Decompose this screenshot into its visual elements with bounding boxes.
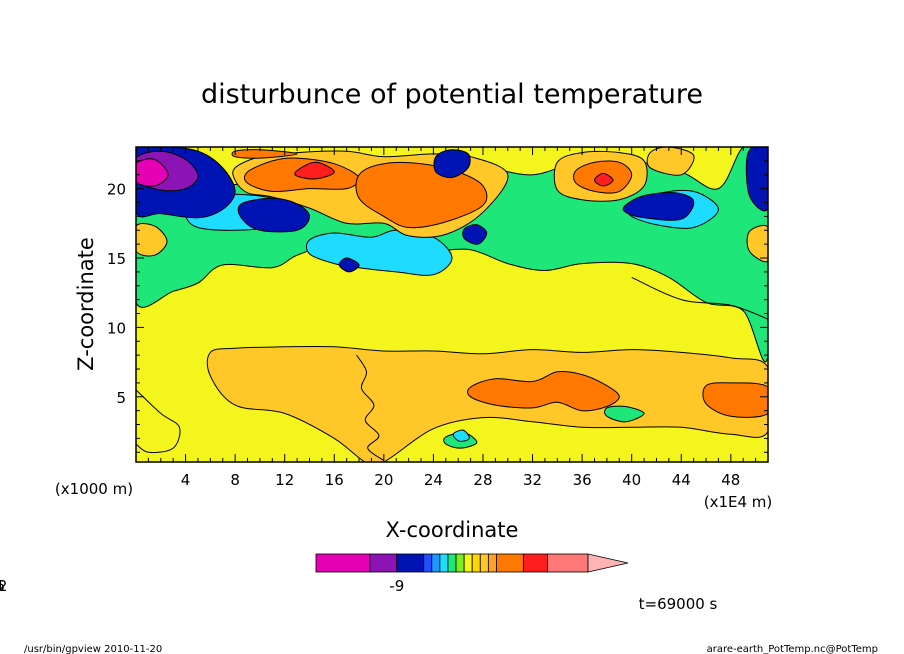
colorbar-segment [547, 553, 589, 573]
time-label: t=69000 s [639, 595, 718, 613]
colorbar-label: -2 [0, 577, 7, 595]
x-unit-note: (x1E4 m) [704, 493, 773, 511]
contour-region-orange-0 [206, 345, 768, 462]
colorbar-segment [396, 553, 425, 573]
x-tick-label: 40 [622, 471, 641, 489]
x-tick-label: 16 [325, 471, 344, 489]
contour-region-dorange-2 [702, 382, 768, 418]
x-tick-label: 20 [374, 471, 393, 489]
x-tick-label: 32 [523, 471, 542, 489]
contour-region-blue-17 [745, 147, 768, 212]
x-tick-label: 36 [573, 471, 592, 489]
colorbar-segment [431, 553, 441, 573]
contour-region-red-10 [294, 161, 335, 180]
x-tick-label: 4 [181, 471, 191, 489]
contour-region-orange-23 [746, 225, 768, 263]
contour-line-2 [356, 354, 385, 462]
colorbar-segment [447, 553, 457, 573]
colorbar: -9 -216 [0, 553, 629, 595]
x-tick-label: 24 [424, 471, 443, 489]
colorbar-segment [487, 553, 497, 573]
contour-region-orange-22 [136, 223, 168, 257]
colorbar-segment [315, 553, 371, 573]
contour-region-lgreen-27 [604, 405, 645, 423]
colorbar-segment [463, 553, 473, 573]
contour-region-magenta-13 [136, 158, 169, 187]
x-tick-label: 12 [275, 471, 294, 489]
plot-area [136, 147, 768, 462]
y-tick-label: 5 [116, 389, 126, 407]
contour-region-orange-26 [646, 147, 695, 176]
plot-frame [135, 146, 769, 463]
y-axis-label: Z-coordinate [74, 237, 98, 371]
colorbar-segment [423, 553, 433, 573]
contour-region-red-21 [593, 172, 614, 187]
contour-region-blue-18 [462, 224, 488, 245]
colorbar-segment [522, 553, 549, 573]
contour-regions [136, 147, 768, 462]
chart-title: disturbunce of potential temperature [201, 79, 703, 110]
x-axis-ticks: 4 8 12 16 20 24 28 32 36 40 44 48 [147, 147, 757, 489]
colorbar-segment [369, 553, 398, 573]
colorbar-segment [471, 553, 481, 573]
colorbar-extension [587, 553, 629, 573]
colorbar-segment [455, 553, 465, 573]
contour-line-1 [631, 276, 768, 320]
contour-region-blue-24 [338, 257, 360, 273]
colorbar-label: -9 [389, 577, 404, 595]
colorbar-label: 6 [0, 577, 5, 595]
y-tick-label: 15 [107, 250, 126, 268]
footer-command: /usr/bin/gpview 2010-11-20 [24, 644, 162, 654]
y-tick-label: 10 [107, 319, 126, 337]
footer-source: arare-earth_PotTemp.nc@PotTemp [707, 644, 878, 654]
contour-region-dorange-9 [355, 161, 488, 229]
x-tick-label: 48 [721, 471, 740, 489]
contour-region-dorange-25 [231, 149, 298, 159]
colorbar-segment [496, 553, 524, 573]
contour-region-dorange-1 [467, 370, 620, 412]
contour-region-cyan-29 [452, 429, 470, 442]
contour-region-blue-16 [433, 149, 471, 179]
colorbar-segment [479, 553, 489, 573]
x-tick-label: 28 [473, 471, 492, 489]
y-axis-ticks: 5 10 15 20 [107, 160, 768, 453]
contour-lines [136, 276, 768, 462]
x-tick-label: 8 [230, 471, 240, 489]
x-tick-label: 44 [672, 471, 691, 489]
contour-region-blue-15 [622, 192, 695, 221]
contour-line-0 [136, 389, 181, 454]
y-tick-label: 20 [107, 181, 126, 199]
colorbar-label: 1 [0, 577, 5, 595]
colorbar-segment [439, 553, 449, 573]
z-unit-note: (x1000 m) [55, 480, 133, 498]
contour-region-blue-14 [237, 197, 311, 233]
x-axis-label: X-coordinate [386, 518, 519, 542]
